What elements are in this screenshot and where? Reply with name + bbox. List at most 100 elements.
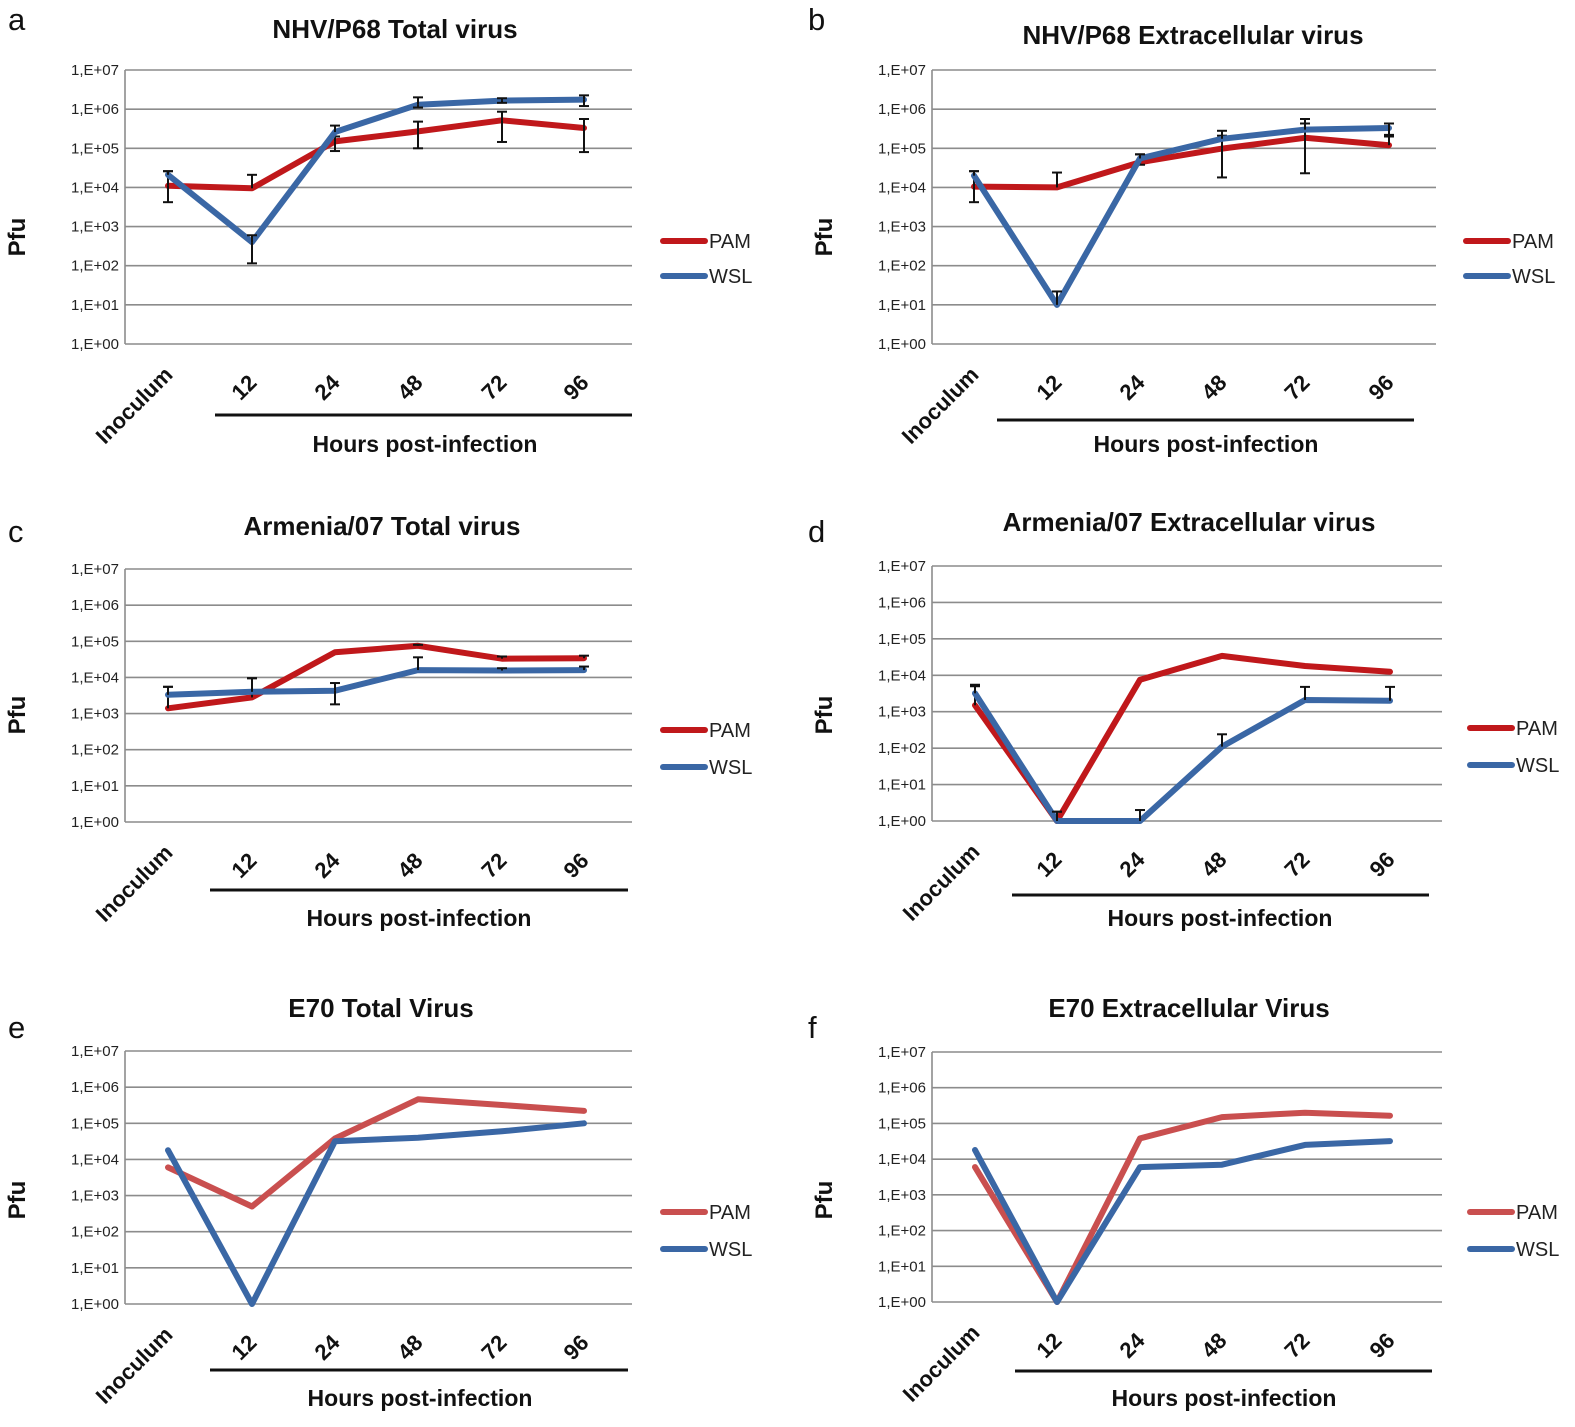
series-line-wsl (972, 1138, 1393, 1305)
y-tick-label: 1,E+03 (878, 1187, 926, 1204)
y-tick-label: 1,E+03 (71, 706, 119, 723)
panel-letter: c (8, 514, 24, 549)
data-point-pam (1219, 1114, 1225, 1120)
legend-label-wsl: WSL (709, 757, 752, 779)
x-tick-label: 96 (1364, 370, 1399, 405)
data-point-wsl (165, 1147, 171, 1153)
panel-d: d Armenia/07 Extracellular virus 1,E+00 1,E… (808, 507, 1559, 931)
y-tick-label: 1,E+04 (71, 179, 119, 196)
x-tick-label: 96 (1365, 1328, 1400, 1363)
data-point-pam (165, 1164, 171, 1170)
y-tick-label: 1,E+02 (878, 740, 926, 757)
data-point-pam (1387, 1113, 1393, 1119)
x-tick-label: Inoculum (898, 1320, 985, 1407)
legend-label-pam: PAM (709, 720, 751, 742)
y-tick-label: 1,E+05 (71, 1115, 119, 1132)
y-tick-label: 1,E+07 (71, 62, 119, 79)
y-tick-label: 1,E+06 (71, 101, 119, 118)
y-tick-label: 1,E+07 (71, 561, 119, 578)
y-axis-label: Pfu (811, 218, 838, 257)
data-point-wsl (499, 1128, 505, 1134)
panel-letter: b (808, 2, 825, 37)
y-axis-label: Pfu (811, 696, 838, 735)
y-tick-label: 1,E+07 (878, 558, 926, 575)
x-tick-label: 48 (1197, 370, 1232, 405)
data-point-pam (499, 1102, 505, 1108)
x-tick-label: 48 (1197, 847, 1232, 882)
y-tick-label: 1,E+01 (71, 1260, 119, 1277)
chart-title: Armenia/07 Total virus (244, 511, 521, 541)
y-tick-label: 1,E+00 (878, 813, 926, 830)
x-tick-label: 72 (1280, 847, 1315, 882)
x-tick-label: Inoculum (91, 362, 178, 449)
y-axis-label: Pfu (4, 218, 31, 257)
data-point-pam (581, 1108, 587, 1114)
x-tick-label: 72 (477, 370, 512, 405)
y-tick-label: 1,E+05 (878, 140, 926, 157)
x-tick-label: 72 (477, 1330, 512, 1365)
legend-label-pam: PAM (709, 1202, 751, 1224)
x-tick-label: Inoculum (898, 839, 985, 926)
y-tick-label: 1,E+02 (878, 258, 926, 275)
chart-title: Armenia/07 Extracellular virus (1003, 507, 1376, 537)
chart-title: E70 Extracellular Virus (1048, 993, 1329, 1023)
legend-label-pam: PAM (1512, 231, 1554, 253)
x-tick-label: 48 (393, 848, 428, 883)
y-axis-label: Pfu (4, 1181, 31, 1220)
data-point-wsl (581, 1120, 587, 1126)
y-tick-label: 1,E+01 (71, 297, 119, 314)
legend-label-pam: PAM (1516, 718, 1558, 740)
y-tick-label: 1,E+04 (878, 667, 926, 684)
x-tick-label: 96 (559, 848, 594, 883)
x-tick-label: 48 (393, 1330, 428, 1365)
y-tick-label: 1,E+01 (71, 778, 119, 795)
x-tick-label: 24 (310, 369, 346, 405)
y-tick-label: 1,E+03 (878, 219, 926, 236)
data-point-wsl (1137, 1164, 1143, 1170)
y-tick-label: 1,E+02 (71, 742, 119, 759)
x-tick-label: 12 (227, 370, 262, 405)
y-tick-label: 1,E+03 (878, 704, 926, 721)
data-point-pam (1137, 677, 1143, 683)
panel-b: b NHV/P68 Extracellular virus 1,E+00 1,E+01… (808, 2, 1555, 457)
data-point-pam (415, 1096, 421, 1102)
y-tick-label: 1,E+01 (878, 1258, 926, 1275)
y-axis-label: Pfu (4, 696, 31, 735)
y-tick-label: 1,E+07 (71, 1043, 119, 1060)
x-tick-label: 12 (227, 1330, 262, 1365)
y-tick-label: 1,E+03 (71, 1188, 119, 1205)
series-line-pam (165, 1096, 587, 1210)
y-tick-label: 1,E+06 (71, 1079, 119, 1096)
data-point-pam (1302, 1110, 1308, 1116)
x-tick-label: 12 (1032, 1328, 1067, 1363)
x-tick-label: 24 (1115, 846, 1151, 882)
x-tick-label: 24 (310, 1329, 346, 1365)
y-tick-label: 1,E+05 (71, 633, 119, 650)
x-tick-label: 24 (1115, 369, 1151, 405)
y-tick-label: 1,E+05 (71, 140, 119, 157)
x-tick-label: 72 (1280, 370, 1315, 405)
y-tick-label: 1,E+06 (71, 597, 119, 614)
data-point-wsl (1219, 1162, 1225, 1168)
x-tick-label: 72 (1280, 1328, 1315, 1363)
panel-letter: a (8, 2, 26, 37)
panel-c: c Armenia/07 Total virus 1,E+00 1,E+01 1,E+0… (4, 511, 752, 931)
y-tick-label: 1,E+01 (878, 297, 926, 314)
x-axis-label: Hours post-infection (308, 1385, 533, 1411)
x-tick-label: Inoculum (91, 1322, 178, 1409)
chart-title: NHV/P68 Extracellular virus (1022, 20, 1363, 50)
y-tick-label: 1,E+04 (878, 179, 926, 196)
y-tick-label: 1,E+04 (878, 1151, 926, 1168)
x-tick-label: 96 (559, 370, 594, 405)
panel-e: e E70 Total Virus 1,E+00 1,E+01 1,E+02 1,E+03… (4, 993, 752, 1411)
y-tick-label: 1,E+02 (878, 1223, 926, 1240)
series-line-pam (165, 117, 587, 192)
y-tick-label: 1,E+00 (71, 1296, 119, 1313)
legend-label-wsl: WSL (709, 266, 752, 288)
x-axis-label: Hours post-infection (1112, 1385, 1337, 1411)
legend-label-wsl: WSL (709, 1239, 752, 1261)
y-tick-label: 1,E+03 (71, 219, 119, 236)
x-axis-label: Hours post-infection (1094, 431, 1319, 457)
x-tick-label: 24 (310, 847, 346, 883)
